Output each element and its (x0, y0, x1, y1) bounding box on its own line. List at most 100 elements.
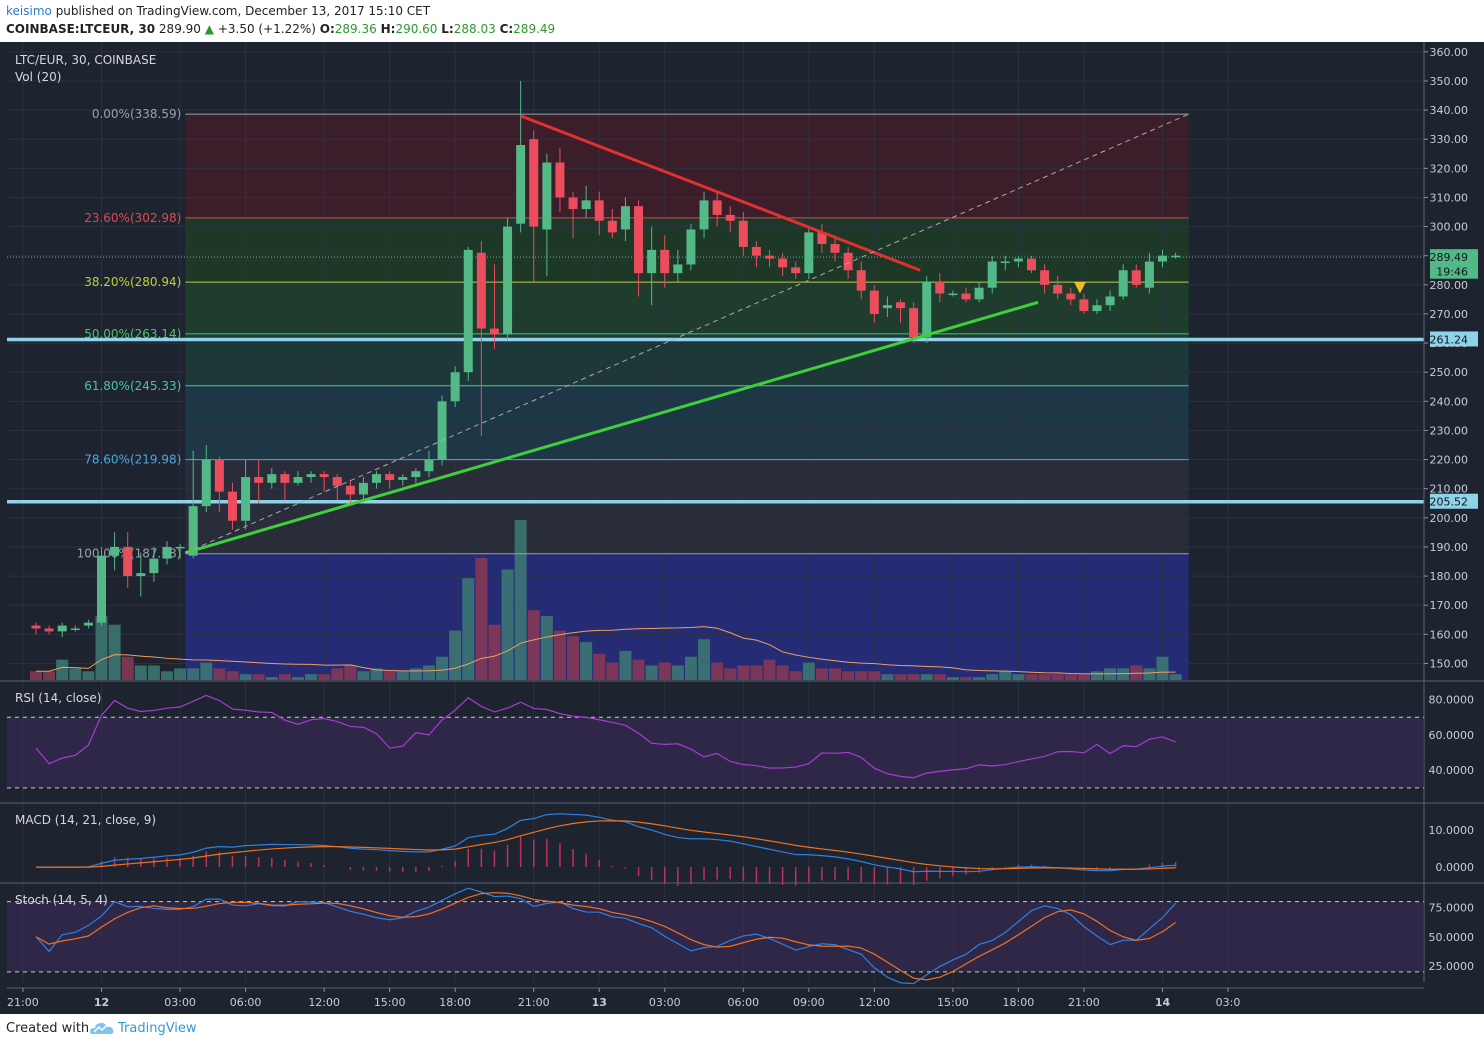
time-tick-label: 12:00 (858, 996, 890, 1009)
candle-body (751, 246, 761, 256)
volume-bar (1117, 668, 1130, 680)
volume-bar (527, 610, 540, 680)
price-tick-label: 350.00 (1430, 75, 1469, 88)
candle-body (542, 162, 552, 230)
close-value: 289.49 (513, 22, 556, 36)
volume-bar (632, 659, 645, 680)
candle-body (856, 270, 866, 291)
price-tick-label: 150.00 (1430, 657, 1469, 670)
fib-level-label: 50.00%(263.14) (84, 327, 181, 341)
stoch-band (7, 901, 1424, 972)
time-tick-label: 03:00 (649, 996, 681, 1009)
volume-bar (1077, 674, 1090, 680)
price-tick-label: 200.00 (1430, 512, 1469, 525)
candle-body (267, 474, 277, 483)
candle-body (254, 477, 264, 483)
signal-marker-icon (1073, 281, 1086, 294)
candle-body (70, 628, 80, 630)
volume-bar (475, 557, 488, 680)
volume-bar (960, 677, 973, 680)
candle-body (620, 206, 630, 230)
fib-zone (185, 459, 1189, 554)
stoch-d-line (35, 892, 1176, 981)
candle-body (450, 372, 460, 402)
price-tick-label: 340.00 (1430, 104, 1469, 117)
volume-bar (776, 665, 789, 680)
candle-body (830, 244, 840, 253)
volume-bar (436, 656, 449, 680)
volume-bar (933, 674, 946, 680)
tradingview-brand[interactable]: TradingView (118, 1021, 197, 1036)
time-axis-bg (0, 988, 1484, 1014)
macd-line (35, 813, 1176, 873)
volume-bar (606, 662, 619, 680)
footer (0, 1014, 1484, 1047)
candle-body (503, 226, 513, 335)
volume-bar (278, 674, 291, 680)
volume-bar (999, 671, 1012, 680)
candle-body (804, 232, 814, 274)
candle-body (738, 220, 748, 247)
volume-bar (422, 665, 435, 680)
volume-bar (43, 671, 56, 680)
fib-level-label: 23.60%(302.98) (84, 211, 181, 225)
price-tick-label: 310.00 (1430, 191, 1469, 204)
price-tick-label: 220.00 (1430, 454, 1469, 467)
volume-bar (305, 674, 318, 680)
candle-body (214, 459, 224, 492)
trading-chart[interactable]: 0.00%(338.59) 23.60%(302.98) 38.20%(280.94… (0, 42, 1484, 1014)
candle-body (201, 459, 211, 507)
chart-title: LTC/EUR, 30, COINBASE (15, 53, 156, 67)
candle-body (712, 200, 722, 215)
author-link[interactable]: keisimo (6, 4, 52, 18)
candle-body (843, 252, 853, 271)
volume-bar (855, 671, 868, 680)
price-tag-label: 289.49 (1430, 251, 1469, 264)
macd-label: MACD (14, 21, close, 9) (15, 813, 156, 827)
candle-body (987, 261, 997, 288)
publish-info: published on TradingView.com, December 1… (55, 4, 431, 18)
candle-body (175, 546, 185, 549)
volume-bar (645, 665, 658, 680)
price-tick-label: 330.00 (1430, 133, 1469, 146)
candle-body (1066, 293, 1076, 300)
fib-zone (185, 333, 1189, 386)
candle-body (372, 474, 382, 483)
fib-zone (185, 385, 1189, 460)
volume-bar (868, 671, 881, 680)
candle-body (817, 232, 827, 245)
volume-bar (920, 674, 933, 680)
candle-body (948, 293, 958, 296)
price-tick-label: 230.00 (1430, 424, 1469, 437)
volume-bar (462, 578, 475, 680)
volume-bar (1130, 665, 1143, 680)
volume-bar (789, 671, 802, 680)
candle-body (227, 491, 237, 521)
volume-bar (291, 677, 304, 680)
time-tick-label: 14 (1155, 996, 1171, 1009)
ascending-support-trendline (184, 300, 1039, 555)
low-label: L: (441, 22, 454, 36)
candle-body (136, 573, 146, 577)
time-tick-label: 18:00 (1003, 996, 1035, 1009)
price-tick-label: 300.00 (1430, 221, 1469, 234)
time-tick-label: 03:0 (1216, 996, 1241, 1009)
time-tick-label: 21:00 (1068, 996, 1100, 1009)
candle-body (765, 255, 775, 259)
volume-bar (69, 668, 82, 680)
candle-body (660, 249, 670, 274)
candle-body (1144, 261, 1154, 288)
volume-bar (750, 665, 763, 680)
price-change: +3.50 (+1.22%) (217, 22, 316, 36)
low-value: 288.03 (453, 22, 496, 36)
candle-body (1027, 258, 1037, 271)
candle-body (306, 474, 316, 478)
price-tag (1430, 493, 1478, 509)
price-tick-label: 360.00 (1430, 46, 1469, 59)
candle-body (896, 302, 906, 309)
volume-bar (907, 674, 920, 680)
volume-ma-line (36, 626, 1176, 675)
price-tick-label: 210.00 (1430, 483, 1469, 496)
time-tick-label: 18:00 (439, 996, 471, 1009)
price-tag-label: 205.52 (1430, 496, 1469, 509)
